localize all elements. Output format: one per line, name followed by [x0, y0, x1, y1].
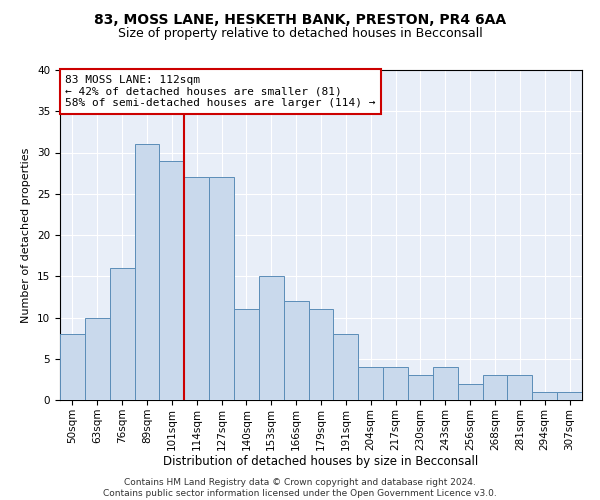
Bar — [60, 334, 85, 400]
Bar — [234, 309, 259, 400]
X-axis label: Distribution of detached houses by size in Becconsall: Distribution of detached houses by size … — [163, 456, 479, 468]
Bar — [458, 384, 482, 400]
Text: 83 MOSS LANE: 112sqm
← 42% of detached houses are smaller (81)
58% of semi-detac: 83 MOSS LANE: 112sqm ← 42% of detached h… — [65, 75, 376, 108]
Y-axis label: Number of detached properties: Number of detached properties — [22, 148, 31, 322]
Bar — [557, 392, 582, 400]
Bar — [532, 392, 557, 400]
Bar — [433, 367, 458, 400]
Bar — [508, 375, 532, 400]
Bar — [209, 178, 234, 400]
Text: 83, MOSS LANE, HESKETH BANK, PRESTON, PR4 6AA: 83, MOSS LANE, HESKETH BANK, PRESTON, PR… — [94, 12, 506, 26]
Bar — [383, 367, 408, 400]
Bar — [358, 367, 383, 400]
Text: Size of property relative to detached houses in Becconsall: Size of property relative to detached ho… — [118, 28, 482, 40]
Bar — [110, 268, 134, 400]
Text: Contains HM Land Registry data © Crown copyright and database right 2024.
Contai: Contains HM Land Registry data © Crown c… — [103, 478, 497, 498]
Bar — [308, 309, 334, 400]
Bar — [134, 144, 160, 400]
Bar — [482, 375, 508, 400]
Bar — [408, 375, 433, 400]
Bar — [160, 161, 184, 400]
Bar — [284, 301, 308, 400]
Bar — [184, 178, 209, 400]
Bar — [85, 318, 110, 400]
Bar — [334, 334, 358, 400]
Bar — [259, 276, 284, 400]
